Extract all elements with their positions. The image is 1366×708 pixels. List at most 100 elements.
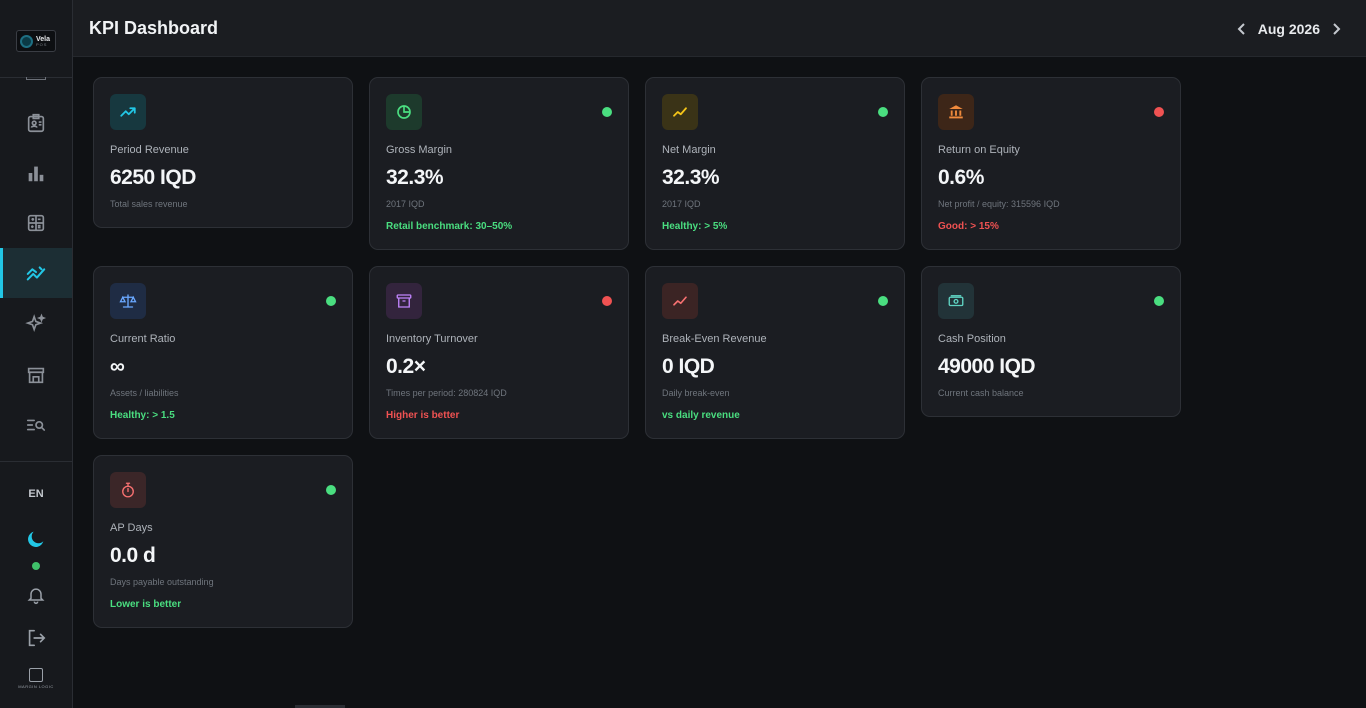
kpi-card-net-margin[interactable]: Net Margin 32.3% 2017 IQD Healthy: > 5%: [645, 77, 905, 250]
kpi-icon-box: [110, 472, 146, 508]
online-status-dot: [32, 562, 40, 570]
sidebar-item-calculator[interactable]: [0, 198, 72, 248]
kpi-subtext: Daily break-even: [662, 388, 730, 398]
kpi-value: 0.2×: [386, 355, 426, 378]
bank-icon: [949, 105, 963, 119]
logo-mark-icon: [20, 34, 33, 48]
notifications-button[interactable]: [24, 583, 48, 607]
top-header: KPI Dashboard Aug 2026: [73, 0, 1366, 57]
sidebar-item-reports[interactable]: [0, 148, 72, 198]
bell-icon: [27, 588, 45, 605]
status-dot: [602, 296, 612, 306]
kpi-card-gross-margin[interactable]: Gross Margin 32.3% 2017 IQD Retail bench…: [369, 77, 629, 250]
brand-footer: MARGIN LOGIC: [16, 668, 56, 689]
kpi-label: Net Margin: [662, 144, 716, 156]
kpi-label: Return on Equity: [938, 144, 1020, 156]
kpi-icon-box: [938, 283, 974, 319]
next-period-button[interactable]: [1328, 19, 1344, 39]
kpi-label: Current Ratio: [110, 333, 176, 345]
trend-up-icon: [673, 296, 687, 306]
kpi-label: AP Days: [110, 522, 153, 534]
sparkles-icon: [25, 313, 47, 333]
brand-footer-text: MARGIN LOGIC: [18, 684, 54, 689]
kpi-benchmark: Higher is better: [386, 410, 460, 421]
period-label: Aug 2026: [1257, 21, 1320, 37]
trend-up-icon: [673, 107, 687, 117]
logout-button[interactable]: [24, 626, 48, 650]
kpi-subtext: Assets / liabilities: [110, 388, 179, 398]
kpi-value: 0.0 d: [110, 544, 156, 567]
kpi-benchmark: Lower is better: [110, 599, 182, 610]
calculator-icon: [27, 214, 45, 232]
kpi-subtext: Current cash balance: [938, 388, 1024, 398]
sidebar-item-store[interactable]: [0, 350, 72, 400]
kpi-icon-box: [386, 94, 422, 130]
kpi-subtext: 2017 IQD: [386, 199, 425, 209]
status-dot: [602, 107, 612, 117]
store-icon: [27, 367, 45, 384]
search-list-icon: [26, 419, 46, 431]
logo-name: Vela: [36, 35, 51, 43]
moon-icon: [28, 531, 44, 547]
kpi-value: ∞: [110, 355, 125, 378]
kpi-benchmark: Good: > 15%: [938, 221, 999, 232]
sidebar-divider: [0, 77, 73, 78]
kpi-icon-box: [110, 94, 146, 130]
kpi-label: Gross Margin: [386, 144, 453, 156]
logo-sub: POS: [36, 41, 48, 47]
kpi-icon-box: [110, 283, 146, 319]
status-dot: [1154, 296, 1164, 306]
trend-chart-icon: [26, 266, 46, 281]
trend-up-icon: [120, 107, 136, 117]
app-logo[interactable]: Vela POS: [16, 30, 56, 52]
kpi-card-roe[interactable]: Return on Equity 0.6% Net profit / equit…: [921, 77, 1181, 250]
kpi-benchmark: Healthy: > 1.5: [110, 410, 175, 421]
bar-chart-icon: [28, 166, 44, 182]
period-selector: Aug 2026: [1234, 19, 1344, 39]
theme-toggle-button[interactable]: [24, 527, 48, 551]
kpi-benchmark: Healthy: > 5%: [662, 221, 728, 232]
kpi-subtext: Days payable outstanding: [110, 577, 214, 587]
kpi-card-cash-position[interactable]: Cash Position 49000 IQD Current cash bal…: [921, 266, 1181, 417]
kpi-subtext: Net profit / equity: 315596 IQD: [938, 199, 1060, 209]
sidebar-item-search[interactable]: [0, 400, 72, 450]
kpi-subtext: Total sales revenue: [110, 199, 188, 209]
kpi-label: Inventory Turnover: [386, 333, 478, 345]
logout-icon: [28, 629, 46, 647]
kpi-card-inventory-turnover[interactable]: Inventory Turnover 0.2× Times per period…: [369, 266, 629, 439]
brand-mark-icon: [29, 668, 43, 682]
kpi-label: Period Revenue: [110, 144, 189, 156]
kpi-card-current-ratio[interactable]: Current Ratio ∞ Assets / liabilities Hea…: [93, 266, 353, 439]
sidebar-divider-bottom: [0, 461, 73, 462]
kpi-label: Break-Even Revenue: [662, 333, 767, 345]
status-dot: [326, 485, 336, 495]
kpi-value: 0 IQD: [662, 355, 715, 378]
language-toggle[interactable]: EN: [28, 488, 44, 500]
kpi-card-period-revenue[interactable]: Period Revenue 6250 IQD Total sales reve…: [93, 77, 353, 228]
kpi-icon-box: [938, 94, 974, 130]
kpi-value: 6250 IQD: [110, 166, 196, 189]
kpi-icon-box: [386, 283, 422, 319]
kpi-card-ap-days[interactable]: AP Days 0.0 d Days payable outstanding L…: [93, 455, 353, 628]
horizontal-scrollbar[interactable]: [295, 705, 345, 708]
kpi-value: 0.6%: [938, 166, 984, 189]
sidebar-scroll-stub: [26, 77, 46, 80]
sidebar-item-ai[interactable]: [0, 299, 72, 349]
kpi-value: 32.3%: [662, 166, 720, 189]
contacts-icon: [27, 113, 45, 133]
scale-icon: [119, 294, 137, 308]
kpi-value: 49000 IQD: [938, 355, 1036, 378]
sidebar-item-kpi[interactable]: [0, 248, 72, 298]
kpi-subtext: 2017 IQD: [662, 199, 701, 209]
prev-period-button[interactable]: [1234, 19, 1250, 39]
status-dot: [878, 107, 888, 117]
sidebar-item-contacts[interactable]: [0, 98, 72, 148]
status-dot: [326, 296, 336, 306]
kpi-icon-box: [662, 283, 698, 319]
kpi-benchmark: vs daily revenue: [662, 410, 740, 421]
status-dot: [878, 296, 888, 306]
chevron-left-icon: [1237, 23, 1245, 35]
page-title: KPI Dashboard: [89, 18, 219, 38]
kpi-card-break-even[interactable]: Break-Even Revenue 0 IQD Daily break-eve…: [645, 266, 905, 439]
chevron-right-icon: [1333, 23, 1341, 35]
